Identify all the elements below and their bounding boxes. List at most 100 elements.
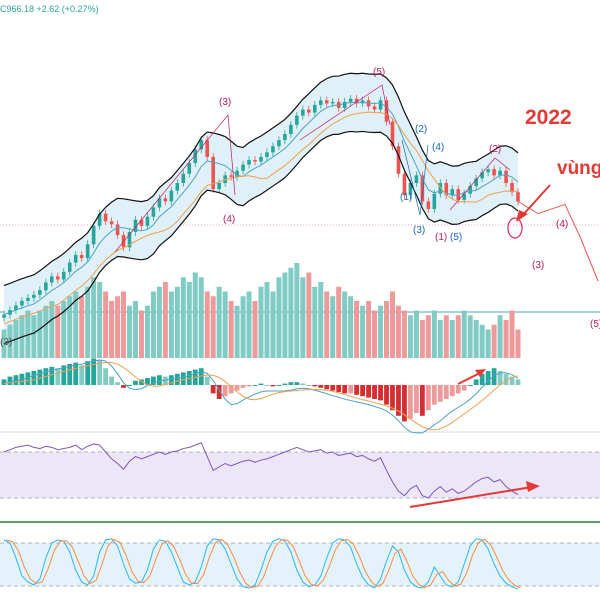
macd-histogram-bar [234,385,240,391]
volume-bar [216,286,222,358]
macd-histogram-bar [204,376,210,385]
candle [468,186,472,194]
candle [205,140,210,157]
macd-histogram-bar [384,385,389,405]
volume-bar [85,286,91,358]
candle [32,294,36,298]
candle [14,305,18,311]
candle [50,276,54,283]
macd-histogram-bar [67,364,73,385]
candle [324,100,329,104]
candle [408,183,413,196]
macd-histogram-bar [240,385,246,388]
candle [318,100,323,105]
candle [175,183,180,191]
volume-bar [174,286,180,358]
candle [510,183,514,193]
volume-bar [300,277,306,358]
macd-histogram-bar [294,382,300,385]
target-circle [507,217,523,239]
candle [516,192,520,202]
macd-histogram-bar [85,361,91,385]
macd-histogram-bar [402,385,407,422]
volume-bar [378,305,384,358]
volume-bar [264,282,270,358]
volume-bar [25,310,31,358]
candle [265,152,269,157]
volume-bar [372,310,378,358]
wave-label: (1) [435,232,447,243]
stochastic-d-line [6,538,521,589]
volume-bar [115,296,121,358]
macd-histogram-bar [408,385,413,419]
candle [109,221,114,225]
macd-histogram-bar [162,376,168,385]
volume-bar [288,267,294,358]
candle [55,276,60,280]
candle [277,140,281,147]
macd-histogram-bar [378,385,383,401]
candle [480,172,484,179]
volume-bar [395,305,401,358]
macd-histogram-bar [210,385,216,394]
candle [301,109,305,116]
candle [217,183,221,190]
bollinger-lower [3,130,519,345]
macd-histogram-bar [222,385,228,397]
volume-bar [515,329,521,358]
candle [38,290,42,295]
volume-bar [312,286,318,358]
macd-histogram-bar [25,372,31,385]
volume-bar [180,277,186,358]
macd-histogram-bar [437,385,443,402]
volume-bar [491,324,497,358]
candle [492,169,496,176]
macd-histogram-bar [425,385,431,411]
volume-bar [97,282,103,358]
candle [241,164,245,171]
macd-histogram-bar [509,376,515,385]
volume-bar [354,301,360,358]
volume-bar [479,324,485,358]
candle [354,98,359,104]
candle [181,173,186,183]
wave-label: (4) [432,142,444,153]
macd-histogram-bar [467,385,473,386]
volume-bar [384,301,390,358]
volume-bar [246,291,252,358]
zone-label: vùng [557,158,600,179]
volume-bar [443,315,449,358]
volume-bar [258,286,264,358]
volume-bar [37,310,43,358]
wave-channel-a [114,114,236,253]
volume-bar [360,305,366,358]
macd-histogram-bar [228,385,234,394]
candle [486,169,490,173]
volume-bar [342,291,348,358]
volume-bar [67,296,73,358]
volume-bar [318,282,324,358]
macd-divergence-arrow-head [475,369,486,377]
volume-bar [413,310,419,358]
stochastic-k-line [3,538,519,590]
candle [133,219,138,232]
stochastic-band [0,543,600,586]
wave-channel-c [401,139,429,216]
candle [61,271,66,280]
candle [139,219,144,226]
candle [151,207,156,217]
candle [289,124,293,134]
candle [115,224,120,236]
volume-bar [461,310,467,358]
macd-histogram-bar [121,385,126,388]
volume-bar [419,320,425,358]
macd-histogram-bar [318,385,324,388]
macd-histogram-bar [156,375,162,385]
volume-bar [49,301,55,358]
macd-histogram-bar [216,385,222,399]
candle [187,163,192,174]
volume-bar [127,305,133,358]
volume-bar [473,320,479,358]
candle [414,175,419,183]
candle [259,156,263,162]
